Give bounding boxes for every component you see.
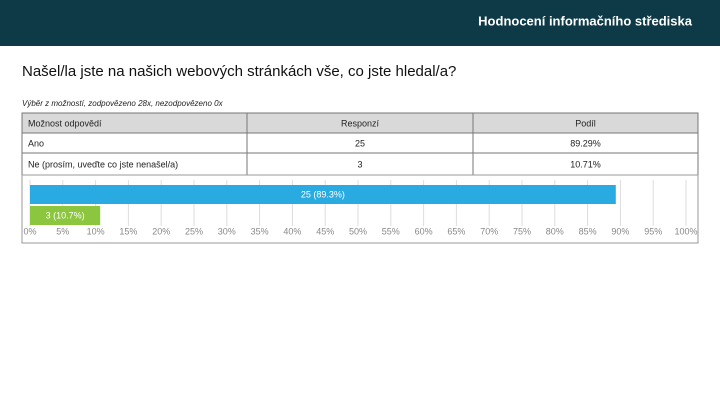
chart: 0% 5% 10% 15% 20% 25% 30% 35% 40% 45% 50% 55% 60% 65%… bbox=[23, 180, 698, 236]
bar-value-label: 25 (89.3%) bbox=[301, 189, 345, 199]
question: Našel/la jste na našich webových stránká… bbox=[22, 63, 456, 80]
table-header-cell: Možnost odpovědí bbox=[28, 118, 102, 128]
x-tick-label: 55% bbox=[382, 226, 400, 236]
x-tick-label: 60% bbox=[415, 226, 433, 236]
x-tick-label: 25% bbox=[185, 226, 203, 236]
x-tick-label: 70% bbox=[480, 226, 498, 236]
x-tick-label: 20% bbox=[152, 226, 170, 236]
table-header-cell: Responzí bbox=[341, 118, 380, 128]
x-tick-label: 80% bbox=[546, 226, 564, 236]
x-tick-label: 50% bbox=[349, 226, 367, 236]
x-tick-label: 35% bbox=[251, 226, 269, 236]
x-tick-label: 100% bbox=[674, 226, 697, 236]
x-tick-label: 10% bbox=[87, 226, 105, 236]
x-tick-label: 45% bbox=[316, 226, 334, 236]
x-tick-label: 85% bbox=[579, 226, 597, 236]
table-cell: Ano bbox=[28, 138, 44, 148]
table-header-cell: Podíl bbox=[575, 118, 596, 128]
x-tick-label: 5% bbox=[56, 226, 69, 236]
x-tick-label: 15% bbox=[119, 226, 137, 236]
x-tick-label: 65% bbox=[447, 226, 465, 236]
bar bbox=[30, 185, 616, 204]
bar bbox=[30, 206, 101, 225]
header-bar bbox=[0, 0, 720, 46]
x-tick-label: 0% bbox=[23, 226, 36, 236]
x-tick-label: 90% bbox=[611, 226, 629, 236]
x-tick-label: 30% bbox=[218, 226, 236, 236]
header-title: Hodnocení informačního střediska bbox=[478, 13, 693, 28]
table: Možnost odpovědí Responzí Podíl Ano 25 89.29%… bbox=[21, 112, 699, 176]
table-cell: 89.29% bbox=[570, 138, 601, 148]
x-tick-label: 75% bbox=[513, 226, 531, 236]
table-cell: Ne (prosím, uveďte co jste nenašel/a) bbox=[28, 159, 178, 169]
bar-value-label: 3 (10.7%) bbox=[46, 210, 85, 220]
x-tick-label: 40% bbox=[283, 226, 301, 236]
table-cell: 3 bbox=[357, 159, 362, 169]
x-tick-label: 95% bbox=[644, 226, 662, 236]
table-cell: 25 bbox=[355, 138, 365, 148]
table-cell: 10.71% bbox=[570, 159, 601, 169]
summary: Výběr z možností, zodpovězeno 28x, nezod… bbox=[22, 99, 224, 108]
